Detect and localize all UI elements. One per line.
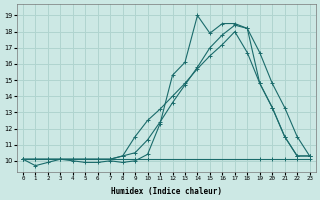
- X-axis label: Humidex (Indice chaleur): Humidex (Indice chaleur): [111, 187, 222, 196]
